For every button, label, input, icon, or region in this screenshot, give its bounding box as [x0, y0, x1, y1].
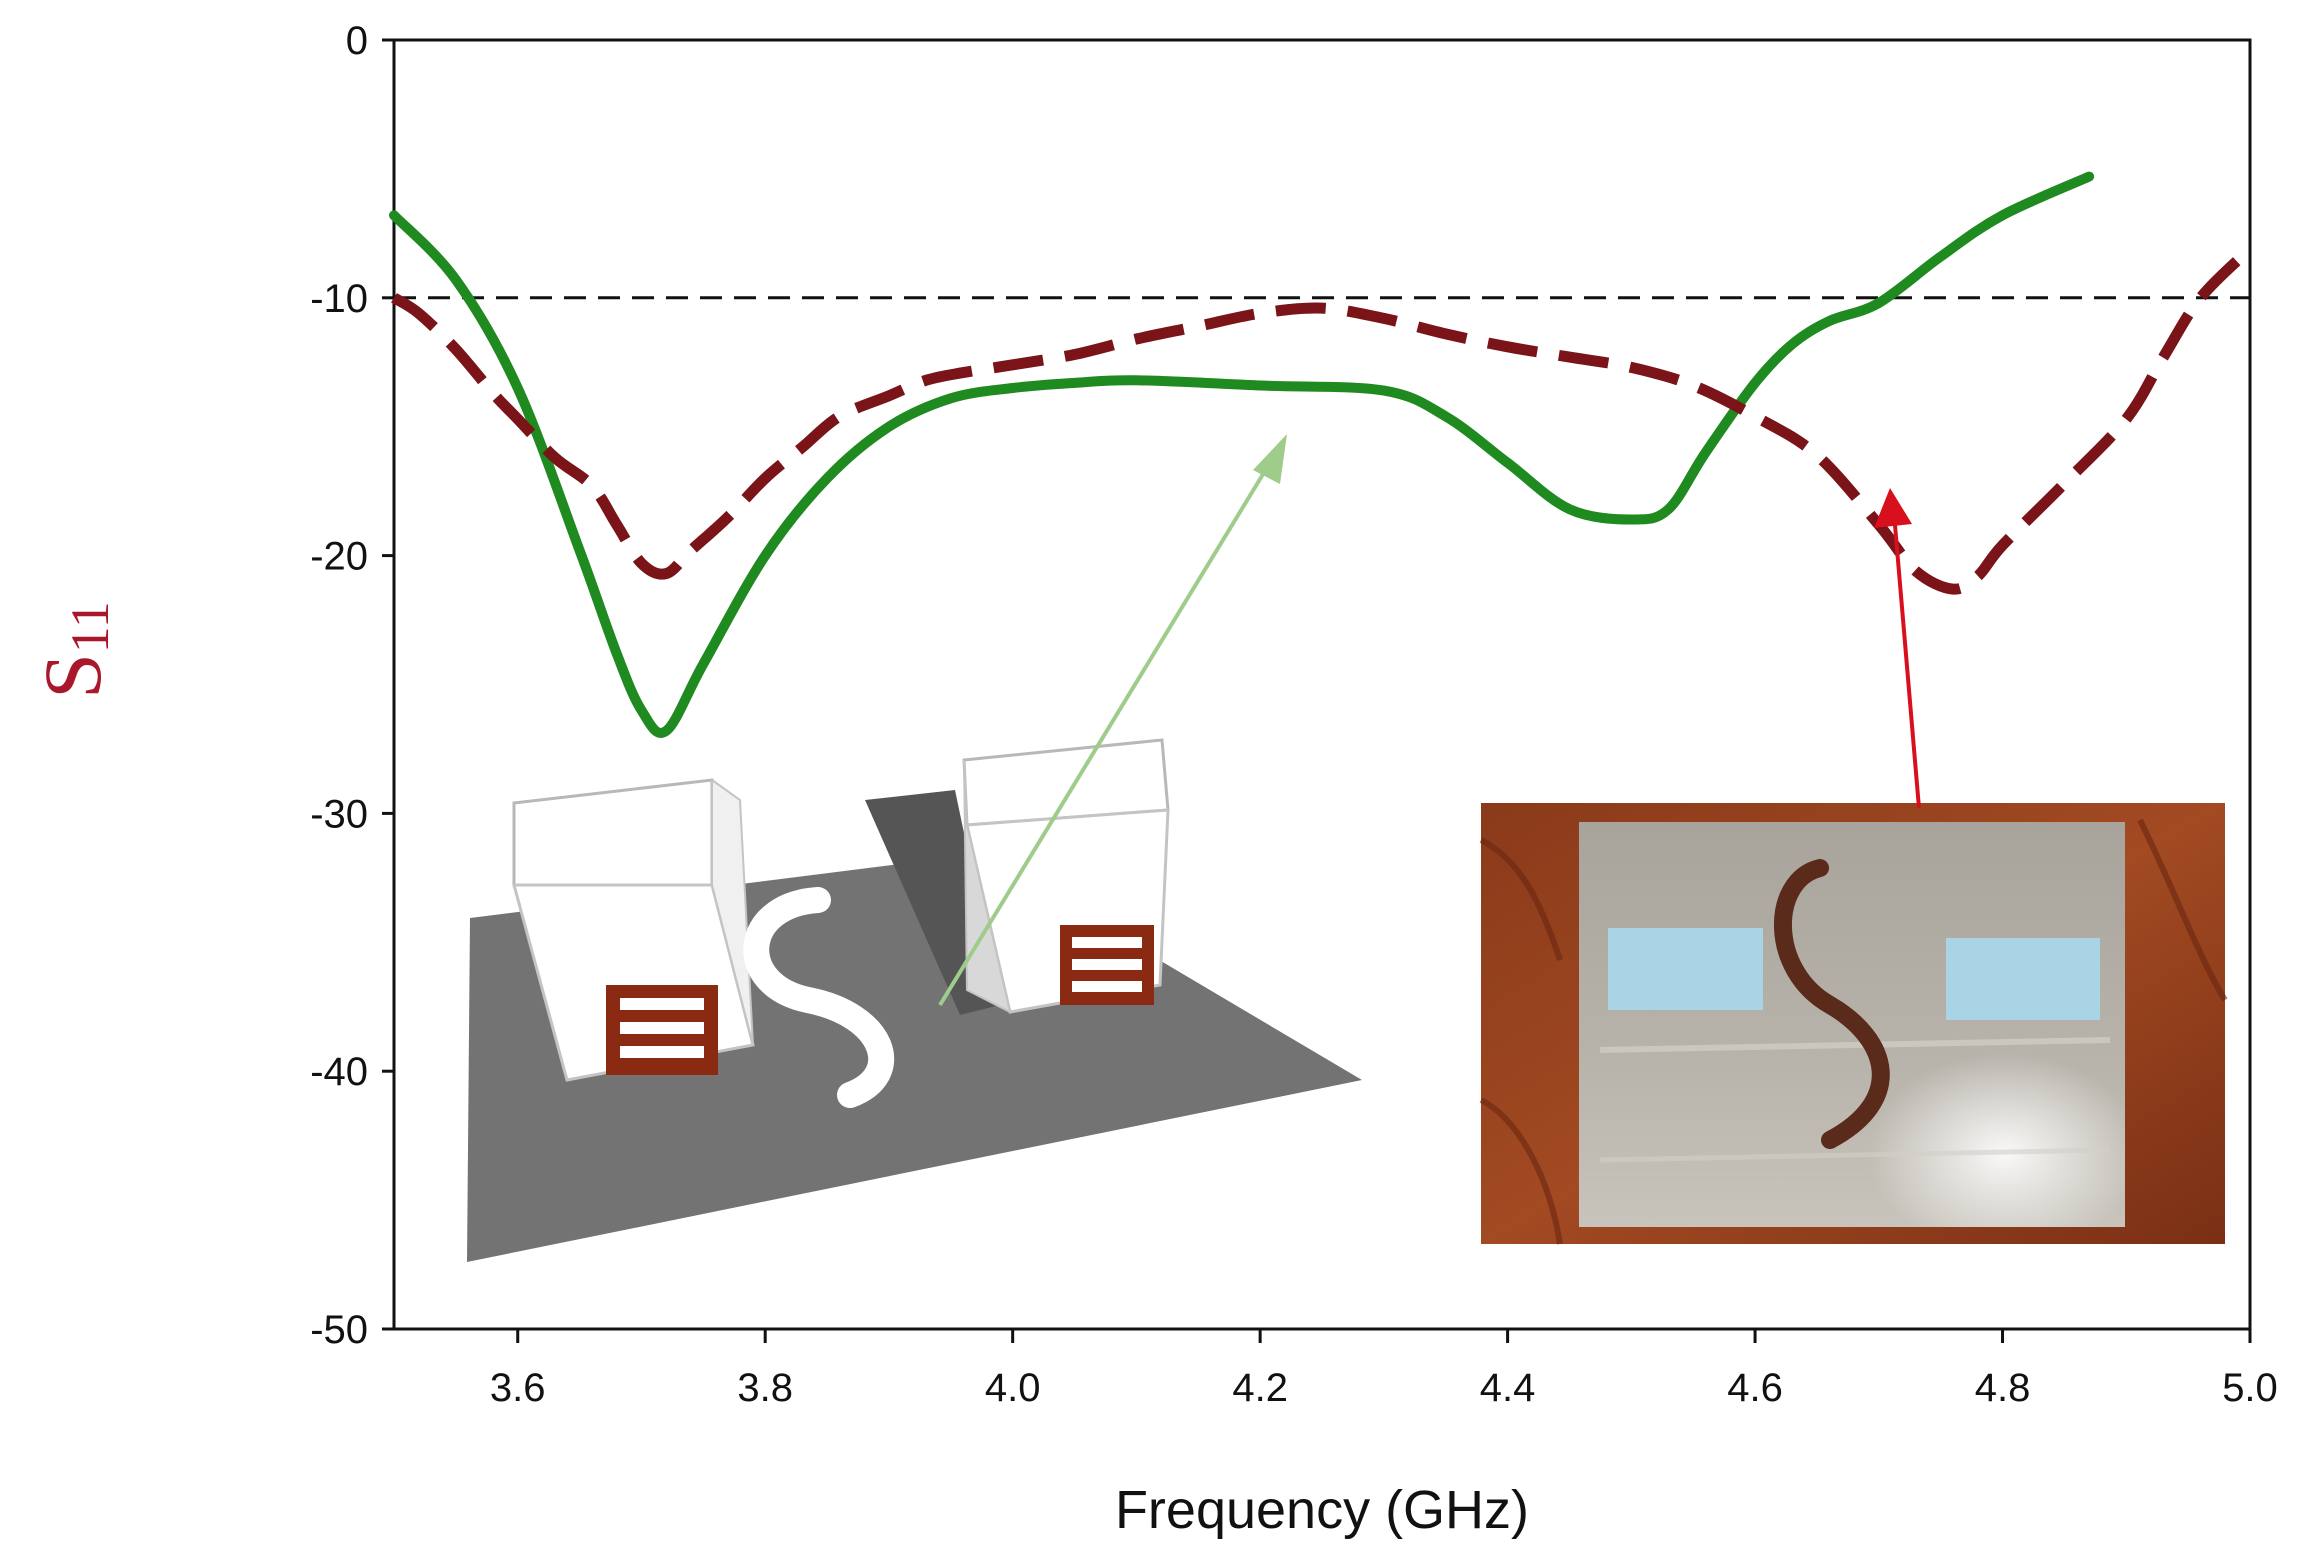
y-tick-label: 0: [346, 19, 368, 63]
x-tick-label: 4.6: [1727, 1366, 1783, 1410]
green-annotation-arrow: [938, 434, 1287, 1007]
x-axis: 3.6 3.8 4.0 4.2 4.4 4.6 4.8 5.0: [490, 1329, 2278, 1410]
y-axis-title: S11: [27, 601, 120, 699]
x-axis-title: Frequency (GHz): [1115, 1480, 1529, 1540]
x-tick-label: 3.8: [737, 1366, 793, 1410]
x-tick-label: 4.8: [1975, 1366, 2031, 1410]
series-line-dashed-red: [391, 244, 2254, 595]
y-tick-label: -40: [310, 1050, 368, 1094]
3d-antenna-model-inset: [467, 738, 1362, 1262]
x-tick-label: 4.4: [1480, 1366, 1536, 1410]
fabricated-s-slot: [1773, 859, 1890, 1149]
fabricated-antenna-photo-inset: [1479, 803, 2228, 1245]
y-tick-label: -50: [310, 1308, 368, 1352]
s-shaped-slot: [743, 887, 895, 1108]
y-axis: 0 -10 -20 -30 -40 -50: [310, 19, 394, 1352]
x-tick-label: 4.0: [985, 1366, 1041, 1410]
x-tick-label: 5.0: [2222, 1366, 2278, 1410]
right-dielectric-block: [1946, 938, 2100, 1020]
y-tick-label: -10: [310, 277, 368, 321]
series-line-solid-green: [389, 171, 2095, 738]
y-tick-label: -30: [310, 792, 368, 836]
left-dielectric-block: [1608, 928, 1763, 1010]
x-tick-label: 3.6: [490, 1366, 546, 1410]
left-dielectric-resonator: [512, 778, 755, 1082]
y-tick-label: -20: [310, 535, 368, 579]
x-tick-label: 4.2: [1232, 1366, 1288, 1410]
red-annotation-arrow: [1874, 488, 1921, 809]
